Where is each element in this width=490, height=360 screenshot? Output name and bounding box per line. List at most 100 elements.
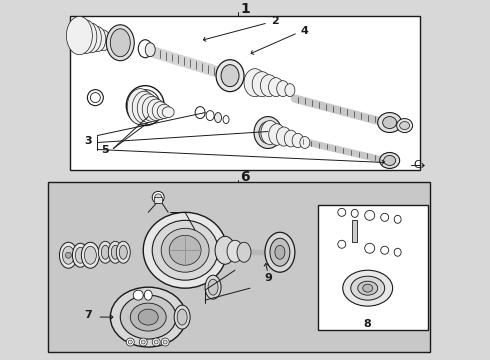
Bar xyxy=(71,16,419,170)
Ellipse shape xyxy=(338,240,346,248)
Bar xyxy=(154,197,162,203)
Ellipse shape xyxy=(174,305,190,329)
Ellipse shape xyxy=(130,303,166,331)
Ellipse shape xyxy=(110,287,186,347)
Ellipse shape xyxy=(147,99,165,121)
Ellipse shape xyxy=(152,192,164,203)
Ellipse shape xyxy=(155,194,162,201)
Ellipse shape xyxy=(363,284,373,292)
Ellipse shape xyxy=(208,279,218,295)
Bar xyxy=(95,32,98,36)
Ellipse shape xyxy=(365,243,375,253)
Ellipse shape xyxy=(215,113,221,122)
Ellipse shape xyxy=(73,243,88,267)
Bar xyxy=(318,205,428,330)
Ellipse shape xyxy=(276,127,291,146)
Ellipse shape xyxy=(104,33,115,50)
Ellipse shape xyxy=(101,245,109,259)
Ellipse shape xyxy=(177,309,187,325)
Ellipse shape xyxy=(59,242,77,268)
Ellipse shape xyxy=(138,40,152,58)
Ellipse shape xyxy=(116,241,130,263)
Ellipse shape xyxy=(381,246,389,254)
Ellipse shape xyxy=(265,232,295,272)
Ellipse shape xyxy=(270,238,290,266)
Ellipse shape xyxy=(259,122,277,144)
Ellipse shape xyxy=(223,116,229,123)
Ellipse shape xyxy=(358,281,378,295)
Ellipse shape xyxy=(338,208,346,216)
Ellipse shape xyxy=(111,37,119,49)
Ellipse shape xyxy=(269,124,285,145)
Ellipse shape xyxy=(152,220,218,280)
Ellipse shape xyxy=(139,338,147,346)
Bar xyxy=(82,28,85,32)
Ellipse shape xyxy=(277,81,289,96)
Ellipse shape xyxy=(351,276,385,300)
Ellipse shape xyxy=(284,130,297,147)
Ellipse shape xyxy=(138,309,158,325)
Ellipse shape xyxy=(143,212,227,288)
Ellipse shape xyxy=(381,213,389,221)
Ellipse shape xyxy=(260,75,277,96)
Ellipse shape xyxy=(132,91,156,123)
Ellipse shape xyxy=(161,338,169,346)
Text: 4: 4 xyxy=(301,26,309,36)
Ellipse shape xyxy=(380,153,400,168)
Ellipse shape xyxy=(254,117,282,148)
Ellipse shape xyxy=(285,84,295,96)
Ellipse shape xyxy=(81,23,101,53)
Ellipse shape xyxy=(152,338,160,346)
Ellipse shape xyxy=(126,338,134,346)
Ellipse shape xyxy=(343,270,392,306)
Text: 8: 8 xyxy=(364,319,371,329)
Ellipse shape xyxy=(215,236,235,264)
Ellipse shape xyxy=(81,242,99,268)
Bar xyxy=(90,31,94,35)
Ellipse shape xyxy=(163,340,167,344)
Ellipse shape xyxy=(300,136,310,148)
Text: 5: 5 xyxy=(101,145,109,156)
Ellipse shape xyxy=(128,340,132,344)
Ellipse shape xyxy=(74,20,97,54)
Ellipse shape xyxy=(154,340,158,344)
Ellipse shape xyxy=(221,65,239,87)
Ellipse shape xyxy=(111,245,119,259)
Ellipse shape xyxy=(161,228,209,272)
Ellipse shape xyxy=(261,121,279,144)
Ellipse shape xyxy=(237,242,251,262)
Ellipse shape xyxy=(195,107,205,118)
Text: 3: 3 xyxy=(85,135,92,145)
Ellipse shape xyxy=(216,60,244,92)
Ellipse shape xyxy=(141,340,145,344)
Ellipse shape xyxy=(400,122,410,130)
Ellipse shape xyxy=(206,111,214,121)
Ellipse shape xyxy=(62,246,74,264)
Ellipse shape xyxy=(89,27,106,52)
Text: 2: 2 xyxy=(271,16,279,26)
Ellipse shape xyxy=(145,43,155,57)
Ellipse shape xyxy=(110,29,130,57)
Text: 6: 6 xyxy=(240,170,250,184)
Ellipse shape xyxy=(127,89,153,125)
Ellipse shape xyxy=(152,102,168,120)
Ellipse shape xyxy=(351,210,358,217)
Ellipse shape xyxy=(365,210,375,220)
Ellipse shape xyxy=(66,252,72,258)
Bar xyxy=(98,34,101,38)
Ellipse shape xyxy=(394,248,401,256)
Text: C: C xyxy=(414,161,421,170)
Ellipse shape xyxy=(227,240,243,262)
Ellipse shape xyxy=(98,241,112,263)
Ellipse shape xyxy=(396,118,413,132)
Ellipse shape xyxy=(378,113,402,132)
Ellipse shape xyxy=(137,94,159,122)
Bar xyxy=(352,220,357,242)
Ellipse shape xyxy=(269,78,283,96)
Text: 7: 7 xyxy=(84,310,92,320)
Ellipse shape xyxy=(275,245,285,259)
Ellipse shape xyxy=(162,107,174,118)
Ellipse shape xyxy=(244,69,266,96)
Ellipse shape xyxy=(384,156,395,166)
Ellipse shape xyxy=(97,30,110,51)
